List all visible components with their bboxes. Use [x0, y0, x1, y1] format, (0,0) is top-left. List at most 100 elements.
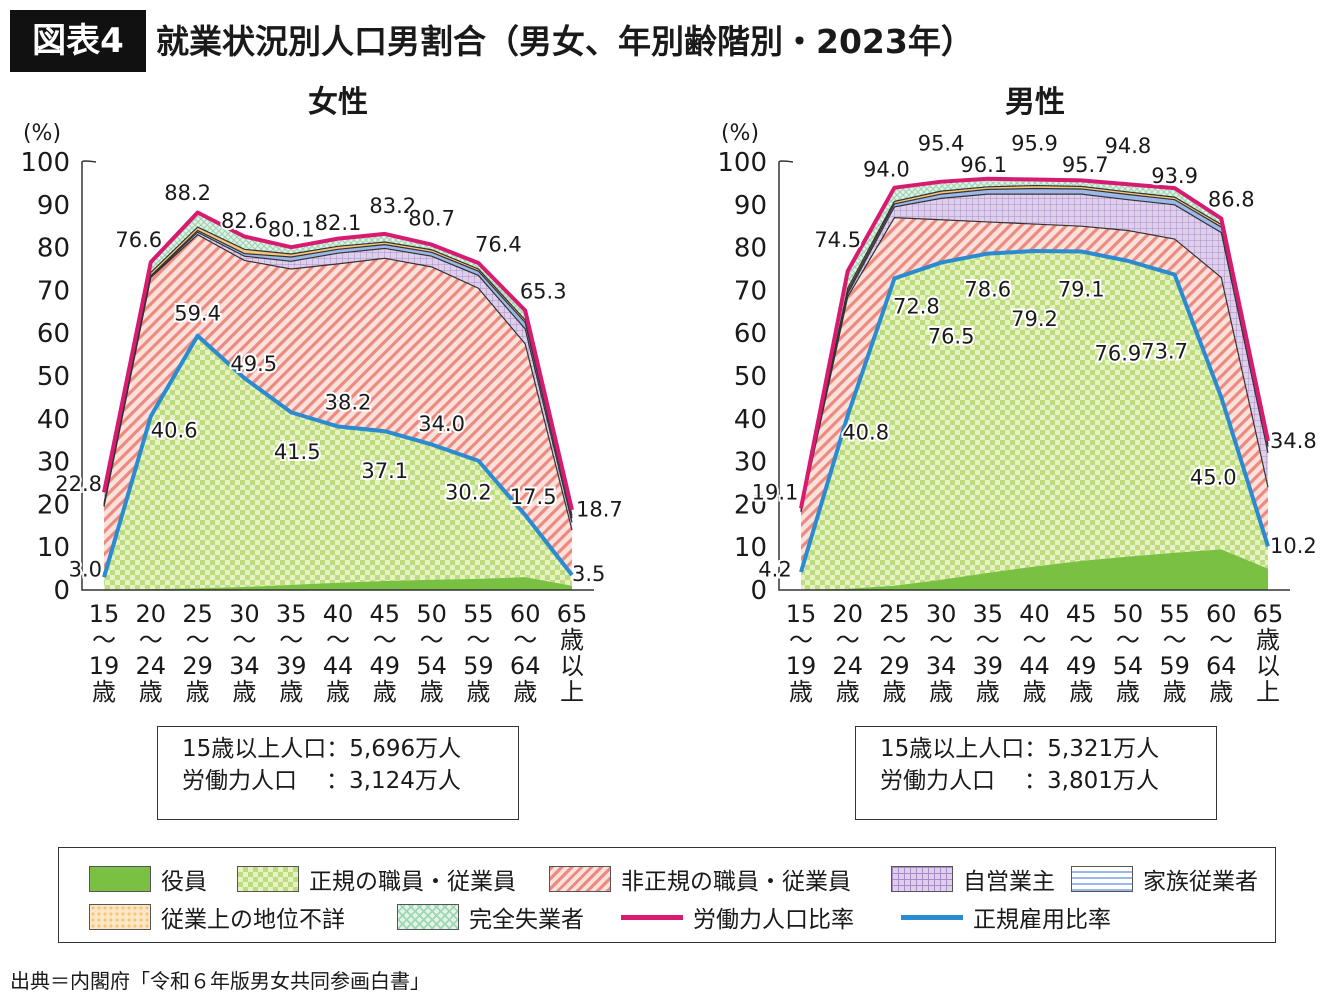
data-label: 83.2 — [369, 194, 416, 218]
y-tick-label: 70 — [734, 276, 767, 306]
y-tick-label: 60 — [734, 319, 767, 349]
legend-item-unknown: 従業上の地位不詳 — [89, 900, 345, 934]
line-lfpr — [799, 176, 1270, 509]
y-axis-unit: (%) — [721, 121, 759, 146]
data-label: 76.9 — [1095, 341, 1142, 365]
x-tick-label: 24 — [136, 652, 167, 680]
boundary-selfemployed — [800, 193, 1269, 512]
x-tick-label: 29 — [182, 652, 213, 680]
y-tick-label: 20 — [734, 490, 767, 520]
info-male-pop-label: 15歳以上人口 — [880, 736, 1025, 762]
axis-corner — [778, 160, 794, 163]
y-tick-label: 90 — [37, 191, 70, 221]
page-title: 就業状況別人口男割合（男女、年別齢階別・2023年） — [156, 22, 974, 61]
chart-panel-title: 男性 — [1005, 85, 1065, 120]
x-tick-label: 50 — [416, 600, 447, 628]
legend-swatch-selfemployed — [891, 866, 953, 892]
data-label: 30.2 — [445, 481, 492, 505]
chart-legend: 役員 正規の職員・従業員 非正規の職員・従業員 自営業主 家族従業者 従業上の地… — [58, 847, 1276, 943]
legend-label-selfemployed: 自営業主 — [963, 869, 1055, 895]
x-tick-label: 25 — [879, 600, 910, 628]
x-tick-label: 59 — [1159, 652, 1190, 680]
x-tick-label: 〜 — [1023, 626, 1047, 654]
boundary-unknown — [103, 226, 573, 516]
info-female-labor-value: ：3,124万人 — [326, 768, 461, 794]
area-nonregular — [104, 234, 572, 578]
data-label: 79.2 — [1011, 307, 1058, 331]
x-tick-label: 歳 — [139, 678, 163, 706]
legend-swatch-unknown — [89, 904, 151, 930]
legend-label-regratio: 正規雇用比率 — [973, 907, 1111, 933]
x-tick-label: 34 — [926, 652, 957, 680]
data-label: 88.2 — [164, 181, 211, 205]
x-tick-label: 〜 — [139, 626, 163, 654]
x-tick-label: 〜 — [882, 626, 906, 654]
info-box-female: 15歳以上人口 ：5,696万人 労働力人口 ：3,124万人 — [157, 726, 519, 820]
legend-label-unknown: 従業上の地位不詳 — [161, 907, 345, 933]
data-label: 34.8 — [1270, 429, 1317, 453]
data-label: 73.7 — [1141, 339, 1188, 363]
data-label: 3.5 — [572, 562, 605, 586]
legend-item-nonregular: 非正規の職員・従業員 — [549, 862, 851, 896]
x-tick-label: 歳 — [326, 678, 350, 706]
area-officer — [801, 549, 1268, 590]
legend-swatch-unemployed — [397, 904, 459, 930]
x-tick-label: 〜 — [789, 626, 813, 654]
x-tick-label: 20 — [832, 600, 863, 628]
x-tick-label: 上 — [1256, 678, 1280, 706]
x-tick-label: 歳 — [232, 678, 256, 706]
x-tick-label: 〜 — [466, 626, 490, 654]
x-tick-label: 34 — [229, 652, 260, 680]
legend-item-regular: 正規の職員・従業員 — [237, 862, 516, 896]
area-regular — [801, 251, 1268, 591]
y-tick-label: 10 — [734, 533, 767, 563]
x-tick-label: 歳 — [976, 678, 1000, 706]
x-tick-label: 歳 — [466, 678, 490, 706]
x-tick-label: 歳 — [836, 678, 860, 706]
x-tick-label: 歳 — [92, 678, 116, 706]
x-tick-label: 39 — [973, 652, 1004, 680]
legend-swatch-regular — [237, 866, 299, 892]
x-tick-label: 〜 — [232, 626, 256, 654]
data-label: 59.4 — [174, 302, 221, 326]
x-tick-label: 歳 — [789, 678, 813, 706]
x-tick-label: 歳 — [420, 678, 444, 706]
x-tick-label: 54 — [1113, 652, 1144, 680]
x-tick-label: 歳 — [279, 678, 303, 706]
x-tick-label: 65 — [1253, 600, 1284, 628]
chart-panel-0: 女性(%)010203040506070809010015〜19歳20〜24歳2… — [20, 85, 624, 706]
x-tick-label: 歳 — [882, 678, 906, 706]
data-label: 95.4 — [918, 132, 965, 156]
info-male-labor-value: ：3,801万人 — [1024, 768, 1159, 794]
x-tick-label: 〜 — [836, 626, 860, 654]
boundary-family — [800, 187, 1269, 511]
x-tick-label: 歳 — [929, 678, 953, 706]
info-female-labor-label: 労働力人口 — [182, 768, 297, 794]
data-label: 80.1 — [268, 217, 315, 241]
y-tick-label: 100 — [20, 148, 70, 178]
data-label: 3.0 — [69, 558, 102, 582]
x-tick-label: 歳 — [1163, 678, 1187, 706]
legend-item-unemployed: 完全失業者 — [397, 900, 584, 934]
x-tick-label: 49 — [370, 652, 401, 680]
legend-item-lfpr: 労働力人口比率 — [621, 900, 854, 934]
x-tick-label: 39 — [276, 652, 307, 680]
data-label: 45.0 — [1190, 466, 1237, 490]
x-tick-label: 15 — [89, 600, 120, 628]
x-tick-label: 以 — [560, 652, 584, 680]
x-tick-label: 59 — [463, 652, 494, 680]
y-tick-label: 80 — [37, 234, 70, 264]
source-note: 出典＝内閣府「令和６年版男女共同参画白書」 — [10, 969, 430, 993]
x-tick-label: 〜 — [513, 626, 537, 654]
legend-label-lfpr: 労働力人口比率 — [693, 907, 854, 933]
legend-label-nonregular: 非正規の職員・従業員 — [621, 869, 851, 895]
x-tick-label: 歳 — [1069, 678, 1093, 706]
data-label: 76.6 — [115, 228, 162, 252]
data-label: 80.7 — [408, 207, 455, 231]
data-label: 49.5 — [230, 352, 277, 376]
area-regular — [104, 335, 572, 590]
x-tick-label: 歳 — [560, 626, 584, 654]
x-tick-label: 64 — [1206, 652, 1237, 680]
data-label: 86.8 — [1208, 187, 1255, 211]
info-male-pop-value: ：5,321万人 — [1024, 736, 1160, 762]
